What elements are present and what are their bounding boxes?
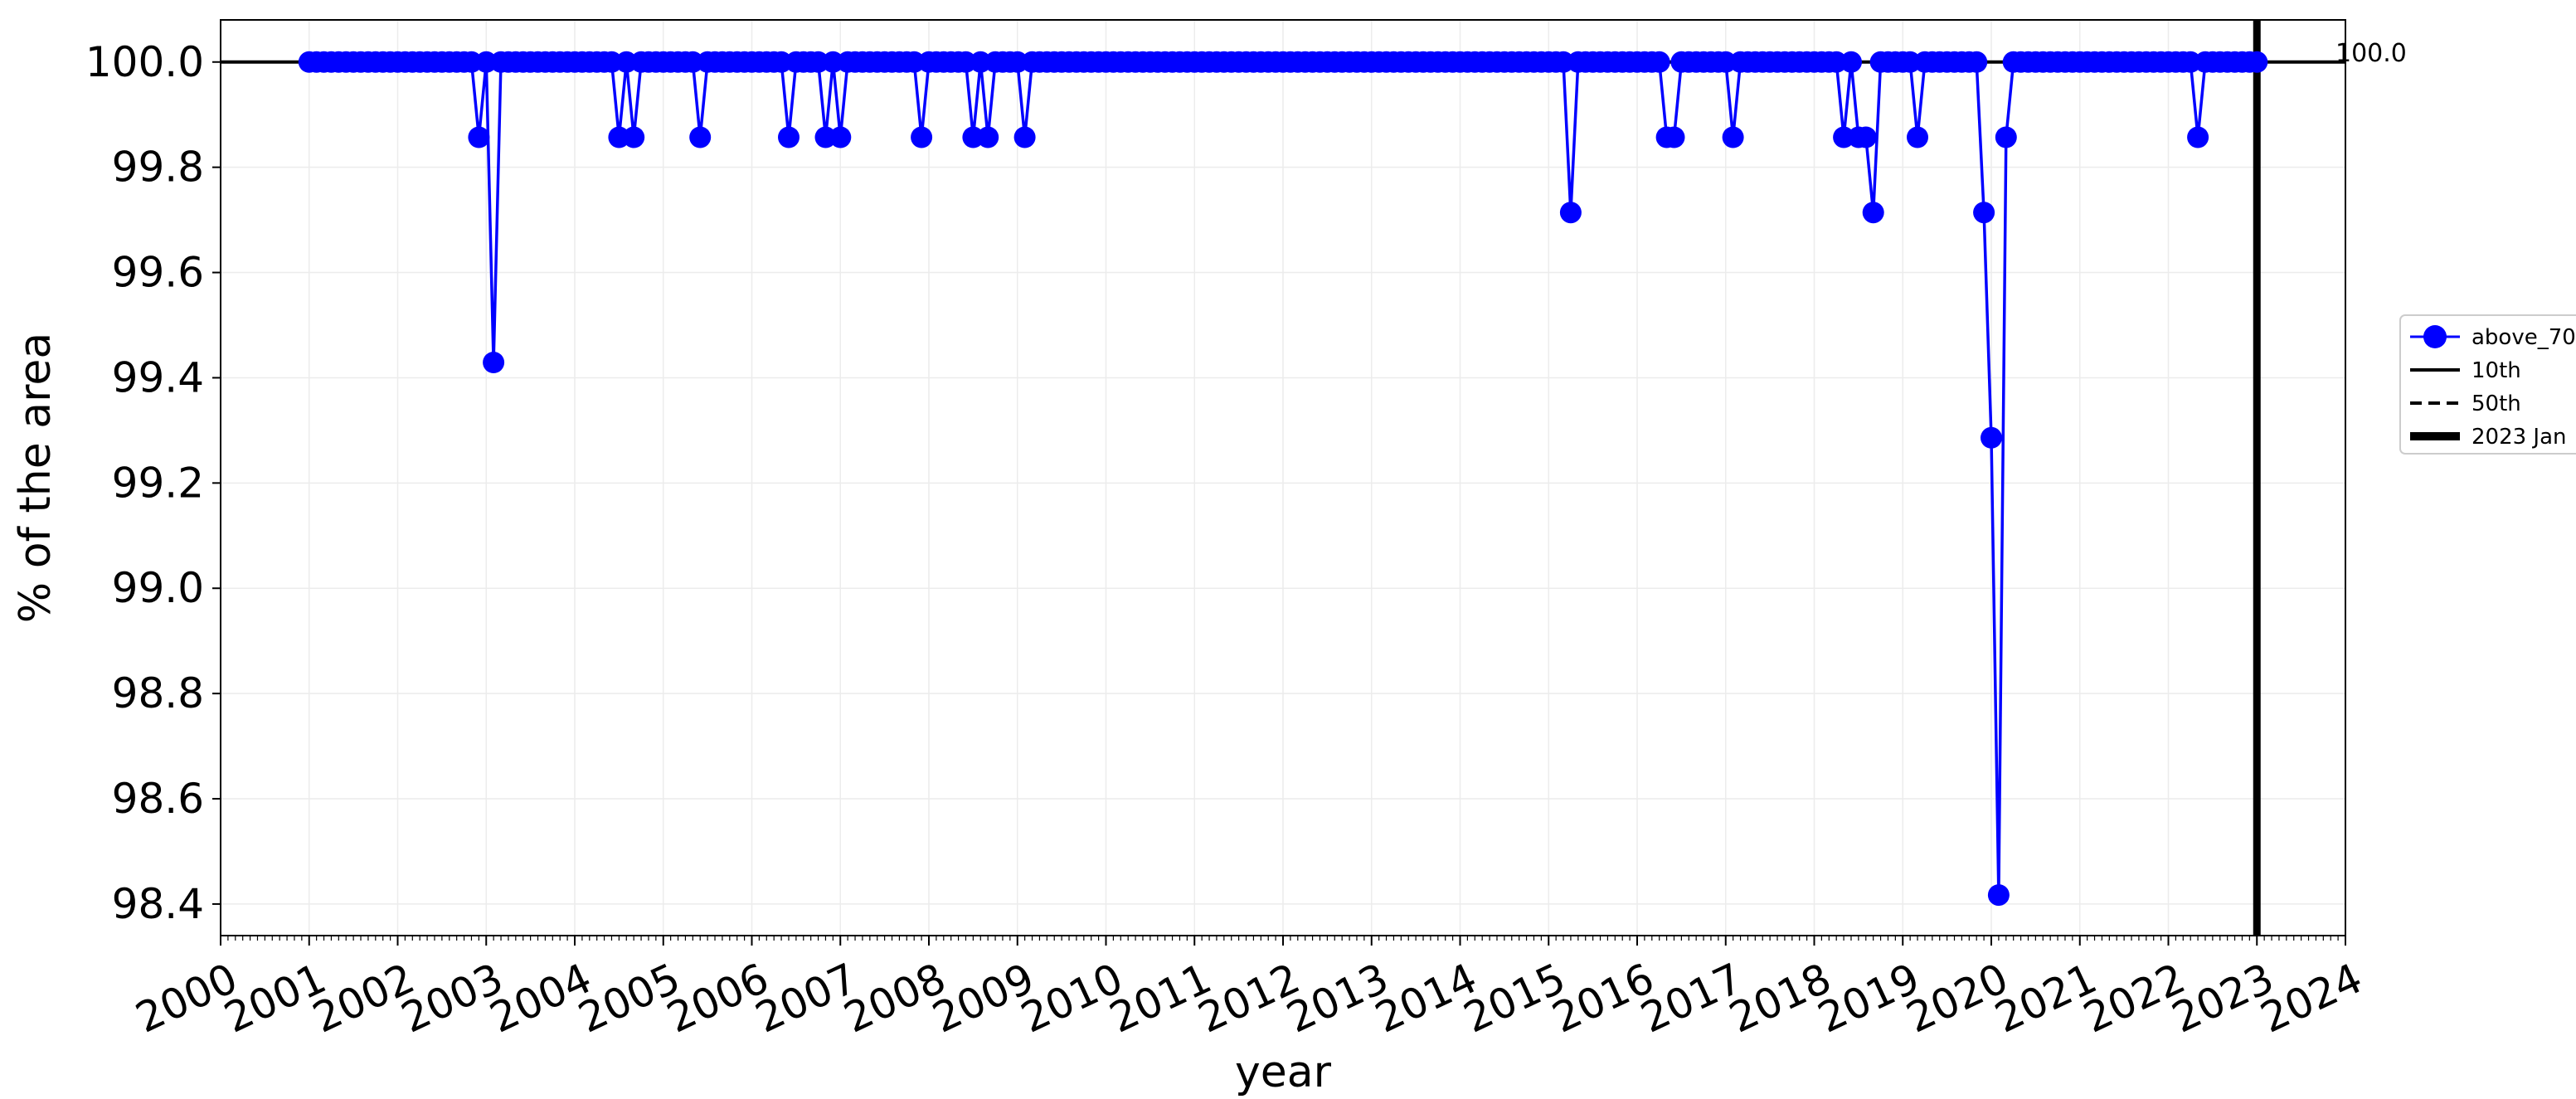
y-tick-label: 100.0 [85,38,204,86]
data-point [829,127,851,148]
data-point [1966,51,1987,73]
y-tick-label: 99.4 [112,353,204,401]
data-point [2246,51,2267,73]
y-tick-label: 99.0 [112,564,204,612]
data-point [977,127,999,148]
data-point [1723,127,1744,148]
data-point [1560,202,1582,223]
data-point [1907,127,1928,148]
legend-swatch-marker [2423,325,2447,348]
data-point [2187,127,2209,148]
data-point [1014,127,1036,148]
data-point [483,352,504,373]
data-point [1855,127,1877,148]
y-tick-label: 98.4 [112,880,204,928]
y-tick-label: 99.2 [112,459,204,507]
legend-entry-label: 10th [2472,358,2521,383]
y-tick-label: 98.8 [112,669,204,717]
y-axis: 98.4 98.6 98.8 99.0 99.2 99.4 99.6 99.8 100.0 [85,38,221,928]
y-tick-label: 99.6 [112,249,204,297]
data-point [1973,202,1995,223]
data-point [1988,884,2010,906]
y-axis-label: % of the area [11,333,61,623]
y-tick-label: 99.8 [112,143,204,192]
grid [221,20,2345,936]
legend-entry-label: 2023 Jan [2472,425,2567,450]
data-point [1981,427,2002,449]
data-point [689,127,711,148]
y-tick-label: 98.6 [112,775,204,823]
data-point [1649,51,1670,73]
data-point [623,127,644,148]
data-point [911,127,932,148]
data-point [1995,127,2017,148]
data-point [1863,202,1884,223]
x-tick-label: 2024 [2253,954,2369,1042]
x-axis-label: year [1235,1048,1332,1097]
data-point [1664,127,1685,148]
data-point [1840,51,1862,73]
legend-entry-label: above_70 [2472,325,2576,350]
data-point [778,127,800,148]
legend: above_70 10th 50th 2023 Jan [2400,315,2576,454]
legend-entry-label: 50th [2472,391,2521,416]
reference-value-label: 100.0 [2335,39,2407,68]
x-axis: 2000200120022003200420052006200720082009… [129,936,2369,1043]
data-point [468,127,489,148]
